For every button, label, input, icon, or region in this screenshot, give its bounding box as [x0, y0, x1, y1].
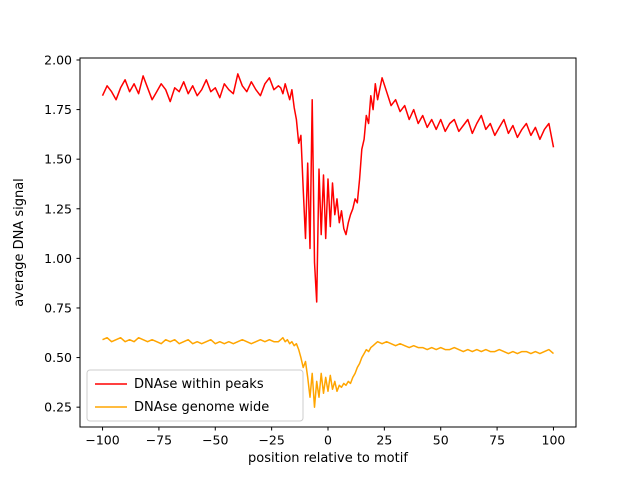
y-tick-label: 2.00 [44, 52, 72, 67]
legend-label-peaks: DNAse within peaks [134, 377, 264, 392]
series-line [102, 336, 554, 408]
y-tick-label: 0.75 [44, 300, 72, 315]
x-tick-label: 0 [324, 433, 332, 448]
plot-area [101, 73, 555, 408]
y-tick-label: 1.25 [44, 201, 72, 216]
x-tick-label: −50 [202, 433, 228, 448]
series-line [101, 73, 555, 303]
y-tick-label: 1.00 [44, 251, 72, 266]
y-tick-label: 0.25 [44, 400, 72, 415]
y-tick-label: 1.75 [44, 102, 72, 117]
x-tick-label: 25 [376, 433, 392, 448]
x-axis-ticks: −100 −75 −50 −25 0 25 50 75 100 [85, 427, 565, 448]
y-axis-ticks: 0.25 0.50 0.75 1.00 1.25 1.50 1.75 2.00 [44, 52, 80, 415]
x-axis-label: position relative to motif [248, 451, 408, 466]
y-tick-label: 0.50 [44, 350, 72, 365]
x-tick-label: 75 [489, 433, 505, 448]
y-axis-label: average DNA signal [12, 178, 27, 307]
legend-frame [86, 369, 304, 422]
x-tick-label: −100 [85, 433, 119, 448]
x-tick-label: 50 [433, 433, 449, 448]
x-tick-label: 100 [542, 433, 566, 448]
legend: DNAse within peaks DNAse genome wide [86, 369, 304, 422]
x-tick-label: −75 [146, 433, 172, 448]
y-tick-label: 1.50 [44, 152, 72, 167]
legend-label-genome: DNAse genome wide [134, 400, 269, 415]
x-tick-label: −25 [258, 433, 284, 448]
